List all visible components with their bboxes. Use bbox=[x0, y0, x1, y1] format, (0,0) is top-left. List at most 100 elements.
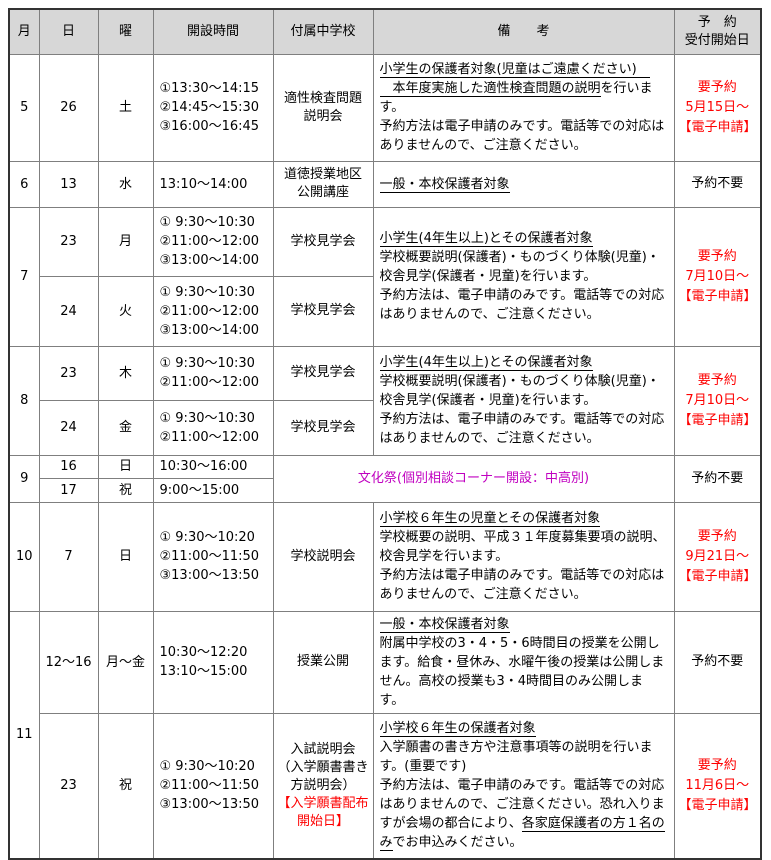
remark-target-underlined: 小学校６年生の児童とその保護者対象 bbox=[379, 511, 601, 527]
time-slot: ① 9:30～10:30 bbox=[159, 410, 255, 426]
may-weekday-cell: 土 bbox=[97, 53, 154, 162]
event-distribution-note-line: 【入学願書配布 bbox=[277, 795, 369, 811]
remark-target-underlined: 一般・本校保護者対象 bbox=[379, 616, 510, 633]
sep-month-cell: 9 bbox=[8, 454, 40, 503]
time-slot: ②11:00～12:00 bbox=[159, 429, 260, 445]
oct-remarks-cell: 小学校６年生の児童とその保護者対象学校概要の説明、平成３１年度募集要項の説明、校… bbox=[372, 501, 675, 612]
time-slot: ① 9:30～10:30 bbox=[159, 215, 255, 230]
header-reservation-line2: 受付開始日 bbox=[684, 32, 750, 48]
time-slot: ① 9:30～10:20 bbox=[159, 759, 255, 775]
row-jun-13: 6 13 水 13:10～14:00 道徳授業地区 公開講座 一般・本校保護者対象… bbox=[8, 160, 762, 208]
remark-target-underlined: 小学校６年生の保護者対象 bbox=[379, 721, 536, 738]
reservation-start-date: 9月21日～ bbox=[685, 548, 750, 564]
time-slot: ②11:00～11:50 bbox=[159, 778, 260, 794]
nov1216-day-cell: 12～16 bbox=[38, 610, 99, 714]
event-name-line: 適性検査問題 bbox=[283, 90, 362, 106]
nov-month-cell: 11 bbox=[8, 610, 40, 860]
jun-month-cell: 6 bbox=[8, 160, 40, 208]
reservation-method: 【電子申請】 bbox=[678, 288, 757, 304]
aug24-event-cell: 学校見学会 bbox=[272, 399, 374, 456]
aug-reservation-cell: 要予約 7月10日～ 【電子申請】 bbox=[673, 345, 762, 456]
time-slot: ②11:00～12:00 bbox=[159, 234, 260, 249]
event-schedule-table: 月 日 曜 開設時間 付属中学校 備 考 予 約受付開始日 5 26 土 ①13… bbox=[8, 8, 762, 860]
header-reservation-cell: 予 約受付開始日 bbox=[673, 8, 762, 55]
time-slot: 13:10～15:00 bbox=[159, 664, 248, 679]
sep17-weekday-cell: 祝 bbox=[97, 477, 154, 503]
jun-hours-cell: 13:10～14:00 bbox=[152, 160, 274, 208]
time-slot: ① 9:30～10:20 bbox=[159, 530, 255, 545]
time-slot: ① 9:30～10:30 bbox=[159, 356, 255, 371]
time-slot: 10:30～12:20 bbox=[159, 645, 248, 660]
event-name-line: 入試説明会 bbox=[290, 741, 356, 757]
may-remarks-cell: 小学生の保護者対象(児童はご遠慮ください) 本年度実施した適性検査問題の説明を行… bbox=[372, 53, 675, 162]
jul23-event-cell: 学校見学会 bbox=[272, 206, 374, 277]
row-oct-7: 10 7 日 ① 9:30～10:20 ②11:00～11:50 ③13:00～13… bbox=[8, 501, 762, 612]
remark-text: 学校概要説明(保護者)・ものづくり体験(児童)・校舎見学(保護者・児童)を行いま… bbox=[379, 374, 660, 408]
time-slot: ① 9:30～10:30 bbox=[159, 284, 255, 300]
nov23-weekday-cell: 祝 bbox=[97, 712, 154, 860]
reservation-not-required-label: 予約不要 bbox=[691, 176, 744, 191]
time-slot: ②11:00～11:50 bbox=[159, 549, 260, 564]
reservation-required-label: 要予約 bbox=[697, 248, 737, 264]
reservation-required-label: 要予約 bbox=[697, 79, 737, 95]
remark-text: 学校概要の説明、平成３１年度募集要項の説明、校舎見学を行います。 bbox=[379, 530, 666, 564]
reservation-method: 【電子申請】 bbox=[678, 568, 757, 584]
oct-day-cell: 7 bbox=[38, 501, 99, 612]
reservation-method: 【電子申請】 bbox=[678, 119, 757, 135]
row-jul-24: 24 火 ① 9:30～10:30 ②11:00～12:00 ③13:00～14:0… bbox=[9, 275, 761, 347]
aug-remarks-cell: 小学生(4年生以上)とその保護者対象 学校概要説明(保護者)・ものづくり体験(児童… bbox=[372, 345, 675, 456]
jun-weekday-cell: 水 bbox=[97, 160, 154, 208]
row-may-26: 5 26 土 ①13:30～14:15 ②14:45～15:30 ③16:00～16… bbox=[8, 53, 762, 162]
may-month-cell: 5 bbox=[8, 53, 40, 162]
nov23-remarks-cell: 小学校６年生の保護者対象 入学願書の書き方や注意事項等の説明を行います。(重要です… bbox=[372, 712, 675, 860]
header-remarks-cell: 備 考 bbox=[372, 8, 675, 55]
time-slot: ②14:45～15:30 bbox=[159, 100, 260, 115]
remark-target-underlined: 一般・本校保護者対象 bbox=[379, 176, 510, 193]
remark-text: 予約方法は、電子申請のみです。電話等での対応はありませんので、ご注意ください。 bbox=[379, 412, 665, 446]
sep-festival-cell: 文化祭(個別相談コーナー開設：中高別) bbox=[272, 454, 675, 503]
oct-event-cell: 学校説明会 bbox=[272, 501, 374, 612]
jul23-weekday-cell: 月 bbox=[97, 206, 154, 277]
jun-reservation-cell: 予約不要 bbox=[673, 160, 762, 208]
remark-underlined: 本年度実施した適性検査問題の説明 bbox=[379, 81, 601, 97]
event-name-line: （入学願書書き bbox=[277, 759, 369, 775]
row-sep-17: 17 祝 9:00～15:00 bbox=[9, 477, 761, 503]
header-reservation-line1: 予 約 bbox=[697, 14, 737, 30]
row-aug-24: 24 金 ① 9:30～10:30 ②11:00～12:00 学校見学会 bbox=[9, 399, 761, 456]
sep-reservation-cell: 予約不要 bbox=[673, 454, 762, 503]
row-nov-12-16: 11 12～16 月～金 10:30～12:20 13:10～15:00 授業公開… bbox=[8, 610, 762, 860]
aug23-weekday-cell: 木 bbox=[97, 345, 154, 401]
event-name-line: 説明会 bbox=[303, 108, 343, 124]
oct-weekday-cell: 日 bbox=[97, 501, 154, 612]
jul23-day-cell: 23 bbox=[38, 206, 99, 277]
time-slot: ②11:00～12:00 bbox=[159, 303, 260, 319]
may-reservation-cell: 要予約 5月15日～ 【電子申請】 bbox=[673, 53, 762, 162]
time-slot: 13:10～14:00 bbox=[159, 176, 248, 192]
remark-text: 予約方法は電子申請のみです。電話等での対応はありませんので、ご注意ください。 bbox=[379, 119, 665, 153]
remark-text: でお申込みください。 bbox=[392, 835, 523, 851]
reservation-start-date: 11月6日～ bbox=[685, 777, 750, 793]
jul-reservation-cell: 要予約 7月10日～ 【電子申請】 bbox=[673, 206, 762, 347]
remark-text: 予約方法は、電子申請のみです。電話等での対応はありませんので、ご注意ください。恐… bbox=[379, 778, 665, 832]
time-slot: ③13:00～14:00 bbox=[159, 253, 260, 268]
nov1216-event-cell: 授業公開 bbox=[272, 610, 374, 714]
remark-text: 学校概要説明(保護者)・ものづくり体験(児童)・校舎見学(保護者・児童)を行いま… bbox=[379, 250, 660, 284]
reservation-start-date: 7月10日～ bbox=[685, 392, 750, 408]
aug-month-cell: 8 bbox=[8, 345, 40, 456]
nov1216-reservation-cell: 予約不要 bbox=[673, 610, 762, 714]
oct-reservation-cell: 要予約 9月21日～ 【電子申請】 bbox=[673, 501, 762, 612]
header-school-cell: 付属中学校 bbox=[272, 8, 374, 55]
nov1216-remarks-cell: 一般・本校保護者対象 附属中学校の3・4・5・6時間目の授業を公開します。給食・昼… bbox=[372, 610, 675, 714]
event-distribution-note-line: 開始日】 bbox=[296, 813, 349, 829]
reservation-not-required-label: 予約不要 bbox=[691, 470, 744, 486]
remark-text: 予約方法は、電子申請のみです。電話等での対応はありませんので、ご注意ください。 bbox=[379, 288, 665, 322]
jul24-weekday-cell: 火 bbox=[97, 275, 154, 347]
time-slot: 9:00～15:00 bbox=[159, 482, 240, 498]
sep16-weekday-cell: 日 bbox=[97, 454, 154, 479]
jul-month-cell: 7 bbox=[8, 206, 40, 347]
row-sep-16: 9 16 日 10:30～16:00 文化祭(個別相談コーナー開設：中高別) 予… bbox=[8, 454, 762, 503]
header-day-cell: 日 bbox=[38, 8, 99, 55]
oct-month-cell: 10 bbox=[8, 501, 40, 612]
jul24-hours-cell: ① 9:30～10:30 ②11:00～12:00 ③13:00～14:00 bbox=[152, 275, 274, 347]
jul24-event-cell: 学校見学会 bbox=[272, 275, 374, 347]
